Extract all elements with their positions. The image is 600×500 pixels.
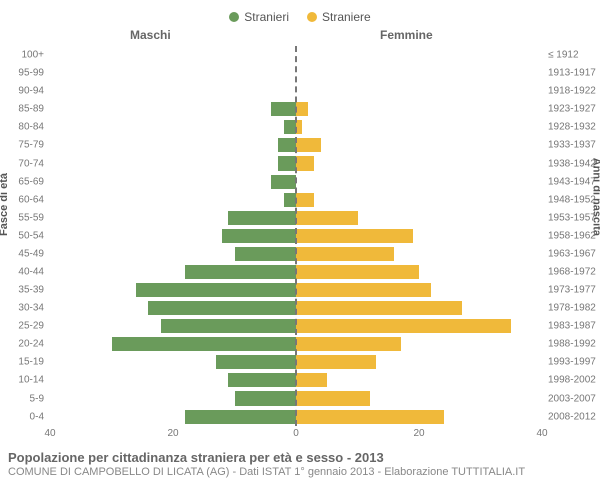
column-headers: Maschi Femmine: [0, 28, 600, 46]
age-tick: 55-59: [18, 212, 44, 223]
bar-female: [296, 102, 308, 116]
bar-male: [278, 138, 296, 152]
bar-female: [296, 138, 321, 152]
legend-label-male: Stranieri: [244, 10, 289, 24]
birth-tick: 1943-1947: [548, 176, 596, 187]
birth-tick: 2003-2007: [548, 393, 596, 404]
age-tick: 0-4: [30, 411, 44, 422]
x-axis: 40 20 0 20 40: [0, 426, 600, 446]
age-tick: 90-94: [18, 86, 44, 97]
birth-tick: 1968-1972: [548, 266, 596, 277]
bar-male: [161, 319, 296, 333]
age-tick: 5-9: [30, 393, 44, 404]
age-tick: 80-84: [18, 122, 44, 133]
bar-female: [296, 211, 358, 225]
birth-tick: 1963-1967: [548, 248, 596, 259]
bar-male: [136, 283, 296, 297]
header-maschi: Maschi: [130, 28, 171, 42]
legend: Stranieri Straniere: [0, 0, 600, 28]
bar-male: [235, 247, 297, 261]
age-tick: 70-74: [18, 158, 44, 169]
bar-male: [271, 175, 296, 189]
chart-footer: Popolazione per cittadinanza straniera p…: [0, 446, 600, 480]
birth-tick: ≤ 1912: [548, 50, 579, 61]
rows-container: 100+≤ 191295-991913-191790-941918-192285…: [50, 46, 542, 426]
age-tick: 40-44: [18, 266, 44, 277]
bar-male: [235, 391, 297, 405]
bar-male: [222, 229, 296, 243]
bar-male: [228, 373, 296, 387]
birth-tick: 1938-1942: [548, 158, 596, 169]
age-tick: 95-99: [18, 68, 44, 79]
bar-male: [216, 355, 296, 369]
y-axis-label-left: Fasce di età: [0, 173, 10, 236]
bar-male: [228, 211, 296, 225]
bar-female: [296, 301, 462, 315]
birth-tick: 1953-1957: [548, 212, 596, 223]
birth-tick: 1913-1917: [548, 68, 596, 79]
age-tick: 75-79: [18, 140, 44, 151]
x-tick: 40: [44, 428, 55, 439]
age-tick: 100+: [21, 50, 44, 61]
birth-tick: 1928-1932: [548, 122, 596, 133]
birth-tick: 1958-1962: [548, 230, 596, 241]
age-tick: 60-64: [18, 194, 44, 205]
age-tick: 15-19: [18, 357, 44, 368]
birth-tick: 1923-1927: [548, 104, 596, 115]
population-pyramid-chart: Stranieri Straniere Maschi Femmine Fasce…: [0, 0, 600, 500]
age-tick: 25-29: [18, 321, 44, 332]
birth-tick: 1933-1937: [548, 140, 596, 151]
x-tick: 0: [293, 428, 299, 439]
birth-tick: 2008-2012: [548, 411, 596, 422]
bar-male: [112, 337, 297, 351]
bar-female: [296, 193, 314, 207]
bar-female: [296, 355, 376, 369]
birth-tick: 1918-1922: [548, 86, 596, 97]
bar-female: [296, 319, 511, 333]
legend-item-male: Stranieri: [229, 10, 289, 24]
bar-male: [271, 102, 296, 116]
x-tick: 20: [167, 428, 178, 439]
age-tick: 20-24: [18, 339, 44, 350]
birth-tick: 1948-1952: [548, 194, 596, 205]
bar-male: [278, 156, 296, 170]
center-axis-line: [295, 46, 297, 426]
bar-female: [296, 247, 394, 261]
birth-tick: 1973-1977: [548, 285, 596, 296]
bar-female: [296, 229, 413, 243]
age-tick: 30-34: [18, 303, 44, 314]
legend-label-female: Straniere: [322, 10, 371, 24]
x-tick: 20: [413, 428, 424, 439]
age-tick: 85-89: [18, 104, 44, 115]
age-tick: 65-69: [18, 176, 44, 187]
age-tick: 45-49: [18, 248, 44, 259]
birth-tick: 1983-1987: [548, 321, 596, 332]
bar-female: [296, 283, 431, 297]
bar-male: [185, 265, 296, 279]
chart-subtitle: COMUNE DI CAMPOBELLO DI LICATA (AG) - Da…: [8, 466, 592, 480]
bar-female: [296, 373, 327, 387]
x-tick: 40: [536, 428, 547, 439]
bar-female: [296, 410, 444, 424]
bar-male: [148, 301, 296, 315]
legend-item-female: Straniere: [307, 10, 371, 24]
x-axis-ticks: 402002040: [50, 426, 542, 446]
plot-area: Fasce di età Anni di nascita 100+≤ 19129…: [0, 46, 600, 426]
chart-title: Popolazione per cittadinanza straniera p…: [8, 450, 592, 466]
bar-female: [296, 265, 419, 279]
age-tick: 10-14: [18, 375, 44, 386]
age-tick: 35-39: [18, 285, 44, 296]
birth-tick: 1993-1997: [548, 357, 596, 368]
legend-swatch-female: [307, 12, 317, 22]
birth-tick: 1978-1982: [548, 303, 596, 314]
bar-male: [185, 410, 296, 424]
header-femmine: Femmine: [380, 28, 433, 42]
birth-tick: 1988-1992: [548, 339, 596, 350]
legend-swatch-male: [229, 12, 239, 22]
bar-female: [296, 337, 401, 351]
age-tick: 50-54: [18, 230, 44, 241]
birth-tick: 1998-2002: [548, 375, 596, 386]
bar-female: [296, 391, 370, 405]
bar-female: [296, 156, 314, 170]
